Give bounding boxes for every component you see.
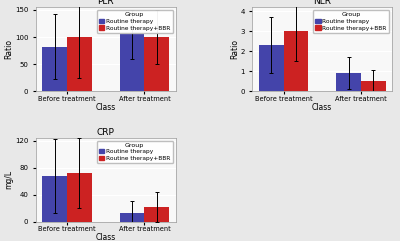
Bar [67,173,92,222]
Bar [42,176,67,222]
Bar [284,31,308,91]
Title: CRP: CRP [97,128,115,137]
Legend: Routine therapy, Routine therapy+BBR: Routine therapy, Routine therapy+BBR [313,10,389,33]
Title: PLR: PLR [98,0,114,7]
Bar [67,37,92,91]
Legend: Routine therapy, Routine therapy+BBR: Routine therapy, Routine therapy+BBR [97,141,173,163]
Bar [120,213,144,222]
Y-axis label: mg/L: mg/L [4,170,14,189]
Bar [259,45,284,91]
Bar [120,34,144,91]
Legend: Routine therapy, Routine therapy+BBR: Routine therapy, Routine therapy+BBR [97,10,173,33]
Bar [144,207,169,222]
Bar [336,73,361,91]
Y-axis label: Ratio: Ratio [230,39,239,59]
X-axis label: Class: Class [312,103,332,112]
X-axis label: Class: Class [96,103,116,112]
Title: NLR: NLR [313,0,331,7]
Bar [361,81,386,91]
X-axis label: Class: Class [96,233,116,241]
Bar [42,47,67,91]
Bar [144,37,169,91]
Y-axis label: Ratio: Ratio [4,39,14,59]
